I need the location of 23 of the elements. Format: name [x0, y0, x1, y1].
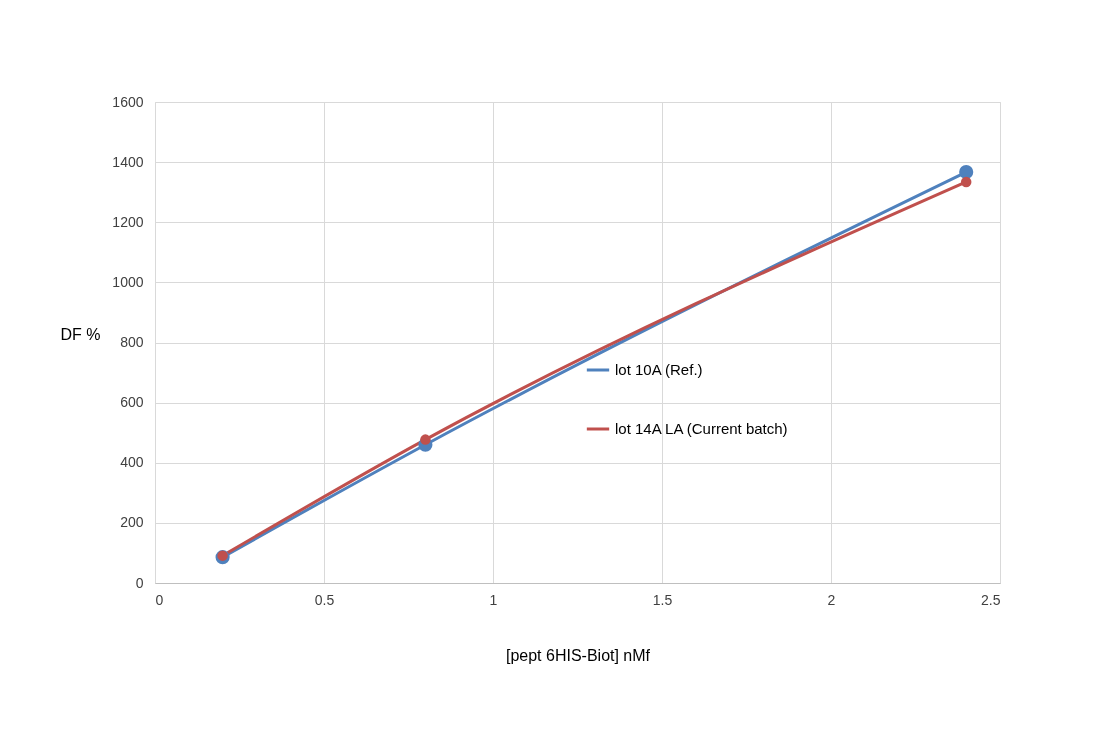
point — [959, 164, 974, 180]
y-tick-label: 400 — [120, 454, 144, 471]
legend-label: lot 10A (Ref.) — [615, 361, 703, 378]
y-tick-label: 0 — [135, 574, 144, 591]
y-tick-label: 200 — [120, 514, 144, 531]
y-tick-label: 600 — [120, 394, 144, 411]
y-tick-label: 1200 — [112, 213, 144, 230]
point — [960, 176, 972, 188]
point — [420, 434, 431, 445]
x-tick-label: 0 — [155, 591, 164, 608]
x-axis-title: [pept 6HIS-Biot] nMf — [505, 646, 651, 664]
x-tick-label: 0.5 — [314, 591, 335, 608]
y-tick-label: 1600 — [112, 93, 144, 110]
y-tick-label: 1000 — [112, 273, 144, 290]
x-tick-label: 1.5 — [652, 591, 673, 608]
y-axis-title: DF % — [60, 325, 101, 343]
legend-label: lot 14A LA (Current batch) — [615, 420, 788, 437]
y-tick-label: 1400 — [112, 153, 144, 170]
x-tick-label: 2 — [827, 591, 836, 608]
x-tick-label: 2.5 — [981, 591, 1001, 608]
y-tick-label: 800 — [120, 334, 144, 350]
point — [217, 550, 228, 561]
x-tick-label: 1 — [489, 591, 498, 608]
